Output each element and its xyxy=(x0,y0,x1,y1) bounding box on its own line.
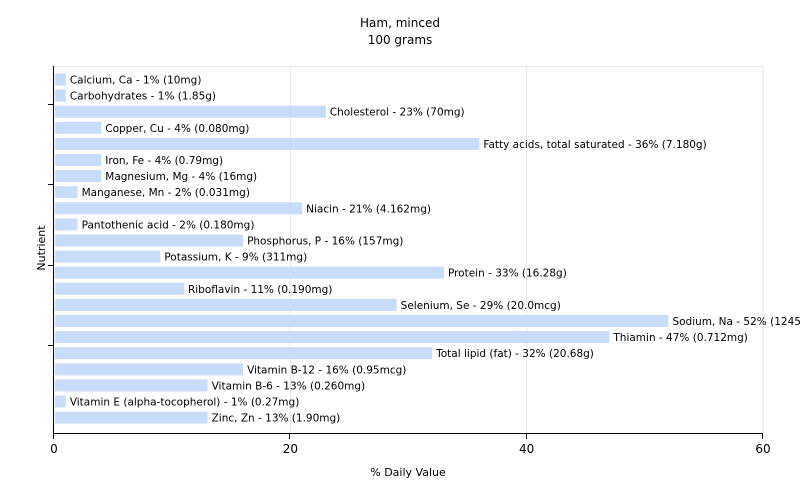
x-axis-title: % Daily Value xyxy=(370,466,446,479)
bar-label-17: Total lipid (fat) - 32% (20.68g) xyxy=(435,348,594,360)
bar-0 xyxy=(55,73,66,86)
bar-21 xyxy=(55,411,208,424)
x-tick-label-3: 60 xyxy=(755,442,770,456)
bar-8 xyxy=(55,202,303,215)
bar-16 xyxy=(55,331,610,344)
x-tick-label-2: 40 xyxy=(519,442,534,456)
bar-label-19: Vitamin B-6 - 13% (0.260mg) xyxy=(212,380,366,392)
bar-label-11: Potassium, K - 9% (311mg) xyxy=(164,252,307,264)
bar-label-21: Zinc, Zn - 13% (1.90mg) xyxy=(212,413,341,425)
bar-3 xyxy=(55,121,102,134)
bars: Calcium, Ca - 1% (10mg) Carbohydrates - 1… xyxy=(55,73,800,425)
bar-label-13: Riboflavin - 11% (0.190mg) xyxy=(188,284,332,296)
bar-19 xyxy=(55,379,208,392)
bar-label-10: Phosphorus, P - 16% (157mg) xyxy=(247,236,403,248)
bar-label-3: Copper, Cu - 4% (0.080mg) xyxy=(105,123,249,135)
bar-1 xyxy=(55,89,66,102)
bar-6 xyxy=(55,170,102,183)
x-tick-label-1: 20 xyxy=(283,442,298,456)
bar-label-16: Thiamin - 47% (0.712mg) xyxy=(612,332,748,344)
bar-9 xyxy=(55,218,78,231)
bar-label-12: Protein - 33% (16.28g) xyxy=(448,268,567,280)
bar-10 xyxy=(55,234,244,247)
gridlines xyxy=(54,66,764,433)
bar-14 xyxy=(55,298,397,311)
bar-label-15: Sodium, Na - 52% (1245mg) xyxy=(672,316,800,328)
bar-label-2: Cholesterol - 23% (70mg) xyxy=(330,107,465,119)
bar-12 xyxy=(55,266,444,279)
bar-7 xyxy=(55,186,78,199)
bar-label-18: Vitamin B-12 - 16% (0.95mcg) xyxy=(247,364,406,376)
x-tick-label-0: 0 xyxy=(50,442,58,456)
bar-label-1: Carbohydrates - 1% (1.85g) xyxy=(70,91,216,103)
bar-11 xyxy=(55,250,161,263)
chart-title: Ham, minced xyxy=(360,16,440,30)
y-axis-title: Nutrient xyxy=(35,225,48,271)
bar-13 xyxy=(55,282,184,295)
axes: 0 20 40 60 xyxy=(48,66,771,456)
bar-label-20: Vitamin E (alpha-tocopherol) - 1% (0.27m… xyxy=(70,397,299,409)
bar-label-6: Magnesium, Mg - 4% (16mg) xyxy=(105,171,257,183)
bar-2 xyxy=(55,105,326,118)
bar-label-14: Selenium, Se - 29% (20.0mcg) xyxy=(401,300,561,312)
chart-subtitle: 100 grams xyxy=(368,33,433,47)
bar-15 xyxy=(55,315,669,327)
bar-5 xyxy=(55,154,102,166)
bar-20 xyxy=(55,395,66,408)
bar-4 xyxy=(55,137,480,150)
bar-18 xyxy=(55,363,244,376)
bar-label-4: Fatty acids, total saturated - 36% (7.18… xyxy=(483,139,706,151)
bar-label-5: Iron, Fe - 4% (0.79mg) xyxy=(105,155,223,167)
bar-17 xyxy=(55,347,433,360)
bar-label-9: Pantothenic acid - 2% (0.180mg) xyxy=(82,219,255,231)
bar-label-0: Calcium, Ca - 1% (10mg) xyxy=(70,75,202,87)
bar-label-8: Niacin - 21% (4.162mg) xyxy=(306,203,431,215)
bar-label-7: Manganese, Mn - 2% (0.031mg) xyxy=(82,187,250,199)
